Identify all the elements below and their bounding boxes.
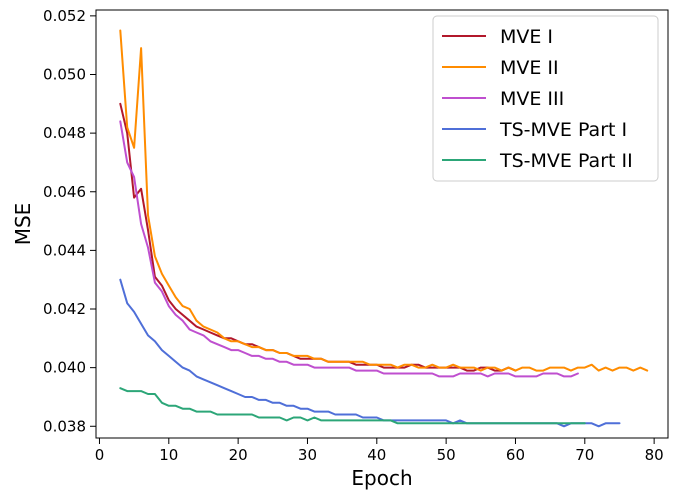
y-tick-label: 0.046: [43, 183, 86, 201]
x-axis: 0 10 20 30 40 50 60 70 80: [95, 438, 664, 464]
series-layer: [119, 29, 649, 428]
x-tick-label: 0: [95, 446, 105, 464]
y-tick-label: 0.044: [43, 241, 86, 259]
legend-box: [432, 15, 659, 182]
legend-label: MVE II: [500, 57, 559, 79]
x-tick-label: 10: [159, 446, 178, 464]
legend-label: TS-MVE Part II: [499, 150, 633, 172]
series-line-3: [119, 120, 579, 378]
x-tick-label: 20: [229, 446, 248, 464]
legend-label: MVE III: [500, 88, 564, 110]
series-line-2: [119, 29, 649, 372]
y-tick-label: 0.050: [43, 65, 86, 83]
y-tick-label: 0.040: [43, 359, 86, 377]
y-tick-label: 0.052: [43, 7, 86, 25]
y-tick-label: 0.038: [43, 417, 86, 435]
x-tick-label: 80: [645, 446, 664, 464]
x-tick-label: 60: [506, 446, 525, 464]
x-tick-label: 50: [437, 446, 456, 464]
legend-label: MVE I: [500, 26, 553, 48]
x-tick-label: 70: [575, 446, 594, 464]
x-tick-label: 40: [367, 446, 386, 464]
y-axis: 0.038 0.040 0.042 0.044 0.046 0.048 0.050 0.052: [43, 7, 96, 435]
series-line-5: [119, 387, 586, 425]
y-tick-label: 0.048: [43, 124, 86, 142]
x-axis-label: Epoch: [351, 466, 412, 490]
legend-label: TS-MVE Part I: [499, 119, 627, 141]
y-axis-label: MSE: [11, 203, 35, 246]
y-tick-label: 0.042: [43, 300, 86, 318]
legend: MVE I MVE II MVE III TS-MVE Part I TS-MVE Pa…: [432, 15, 659, 182]
x-tick-label: 30: [298, 446, 317, 464]
